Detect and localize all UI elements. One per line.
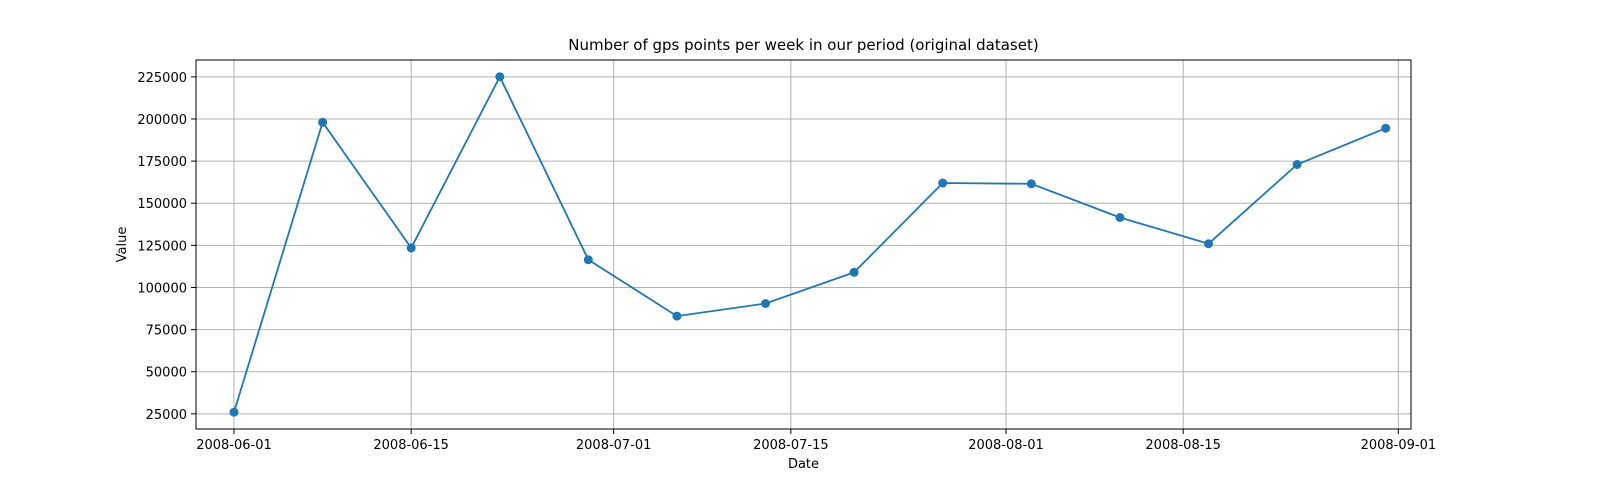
x-tick-label: 2008-08-15 — [1145, 438, 1221, 453]
chart-title: Number of gps points per week in our per… — [568, 36, 1038, 54]
y-tick-label: 150000 — [137, 197, 187, 212]
y-tick-label: 225000 — [137, 71, 187, 86]
grid — [196, 60, 1411, 429]
x-tick-label: 2008-06-15 — [373, 438, 449, 453]
data-point — [849, 267, 859, 277]
data-point — [229, 407, 239, 417]
y-tick-label: 100000 — [137, 281, 187, 296]
data-point — [672, 311, 682, 321]
y-tick-label: 75000 — [146, 324, 187, 339]
data-point — [761, 299, 770, 308]
x-tick-label: 2008-07-15 — [753, 438, 829, 453]
data-point — [1381, 123, 1391, 133]
x-tick-label: 2008-06-01 — [196, 438, 272, 453]
y-tick-label: 175000 — [137, 155, 187, 170]
data-point — [1026, 179, 1036, 189]
data-point — [406, 243, 416, 253]
y-tick-label: 50000 — [146, 366, 187, 381]
x-tick-label: 2008-08-01 — [968, 438, 1044, 453]
y-tick-label: 25000 — [146, 408, 187, 423]
y-tick-label: 125000 — [137, 239, 187, 254]
data-point — [1204, 239, 1213, 249]
y-axis-title: Value — [115, 227, 130, 263]
data-point — [495, 72, 505, 82]
data-point — [318, 117, 328, 127]
data-point — [583, 255, 593, 265]
y-tick-label: 200000 — [137, 113, 187, 128]
data-point — [938, 178, 948, 188]
series-line — [233, 74, 1387, 413]
plot-area-frame — [195, 59, 1412, 430]
x-axis-title: Date — [788, 457, 819, 472]
series-layer — [229, 72, 1391, 417]
x-tick-label: 2008-07-01 — [576, 438, 652, 453]
data-point — [1115, 213, 1125, 222]
x-tick-label: 2008-09-01 — [1361, 438, 1437, 453]
ticks: 2008-06-01 2008-06-15 2008-07-01 2008-07-15… — [137, 71, 1436, 453]
data-point — [1292, 160, 1302, 169]
